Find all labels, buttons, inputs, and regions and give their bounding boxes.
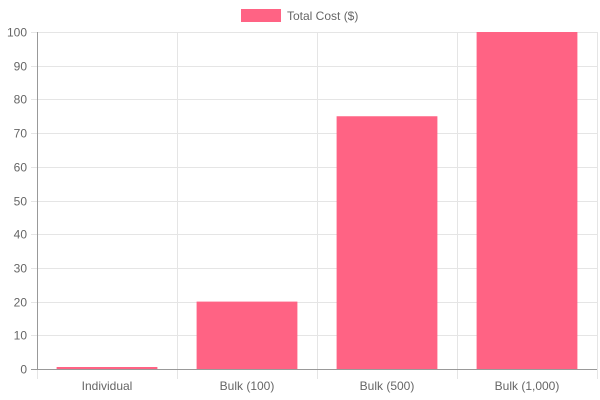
legend-label[interactable]: Total Cost ($) [287, 9, 358, 23]
y-tick-label: 0 [20, 363, 27, 377]
legend[interactable]: Total Cost ($) [241, 9, 358, 23]
x-tick-label: Individual [82, 379, 133, 393]
x-axis-ticks: Individual Bulk (100) Bulk (500) Bulk (1,00… [82, 379, 560, 393]
y-tick-label: 50 [14, 195, 28, 209]
y-tick-label: 100 [7, 26, 27, 40]
x-tick-label: Bulk (100) [220, 379, 275, 393]
y-tick-label: 90 [14, 60, 28, 74]
y-tick-label: 20 [14, 296, 28, 310]
y-tick-label: 30 [14, 262, 28, 276]
bars [56, 32, 578, 369]
x-tick-label: Bulk (500) [360, 379, 415, 393]
bar[interactable] [336, 116, 438, 369]
axes [31, 32, 597, 370]
y-tick-label: 10 [14, 329, 28, 343]
x-tick-label: Bulk (1,000) [495, 379, 560, 393]
y-tick-label: 40 [14, 228, 28, 242]
y-tick-label: 60 [14, 161, 28, 175]
bar[interactable] [196, 301, 298, 369]
y-axis-ticks: 0 10 20 30 40 50 60 70 80 90 100 [7, 26, 27, 377]
bar[interactable] [476, 32, 578, 369]
y-tick-label: 70 [14, 127, 28, 141]
legend-swatch[interactable] [241, 9, 281, 22]
y-tick-label: 80 [14, 93, 28, 107]
bar[interactable] [56, 367, 158, 369]
